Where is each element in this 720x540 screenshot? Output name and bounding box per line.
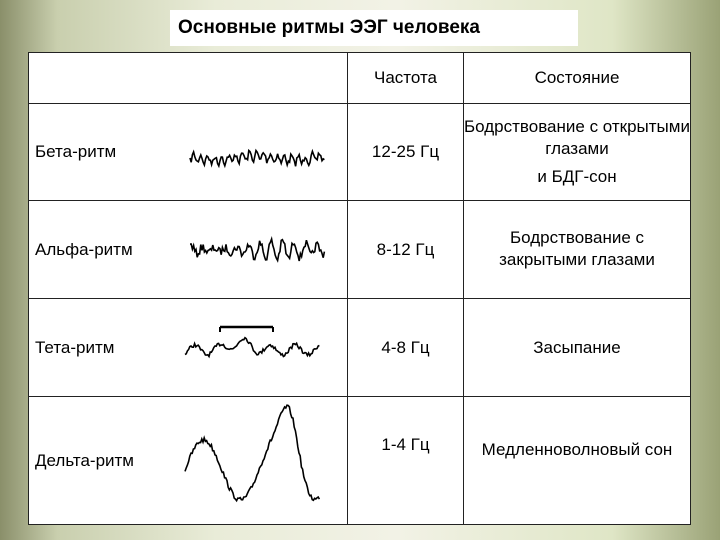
header-row: Частота Состояние bbox=[28, 52, 691, 104]
state-cell: Бодрствование с закрытыми глазами bbox=[463, 200, 691, 299]
state-cell: Бодрствование с открытыми глазами и БДГ-… bbox=[463, 103, 691, 201]
frequency: 12-25 Гц bbox=[347, 103, 464, 201]
frequency: 1-4 Гц bbox=[347, 396, 464, 525]
header-cell: Состояние bbox=[463, 52, 691, 104]
rhythm-name: Тета-ритм bbox=[28, 298, 348, 397]
rhythm-name: Альфа-ритм bbox=[28, 200, 348, 299]
state-cell: Медленноволновый сон bbox=[463, 396, 691, 525]
frequency: 8-12 Гц bbox=[347, 200, 464, 299]
row: Бета-ритм 12-25 Гц Бодрствование с откры… bbox=[28, 103, 691, 201]
header-cell: Частота bbox=[347, 52, 464, 104]
slide-title: Основные ритмы ЭЭГ человека bbox=[170, 10, 578, 46]
state: Медленноволновый сон bbox=[481, 440, 673, 459]
state: Бодрствование с закрытыми глазами bbox=[499, 228, 655, 269]
state-cell: Засыпание bbox=[463, 298, 691, 397]
empty-cell bbox=[28, 52, 348, 104]
state: Засыпание bbox=[533, 337, 621, 357]
rhythm-name: Бета-ритм bbox=[28, 103, 348, 201]
row: Дельта-ритм 1-4 Гц Медленноволновый сон bbox=[28, 396, 691, 525]
state: и БДГ-сон bbox=[537, 167, 617, 186]
rhythm-table: Частота Состояние Бета-ритм 12-25 Гц Бод… bbox=[28, 52, 691, 525]
row: Альфа-ритм 8-12 Гц Бодрствование с закры… bbox=[28, 200, 691, 299]
rhythm-name: Дельта-ритм bbox=[28, 396, 348, 525]
frequency: 4-8 Гц bbox=[347, 298, 464, 397]
row: Тета-ритм 4-8 Гц Засыпание bbox=[28, 298, 691, 397]
state: Бодрствование с открытыми глазами bbox=[464, 117, 690, 158]
